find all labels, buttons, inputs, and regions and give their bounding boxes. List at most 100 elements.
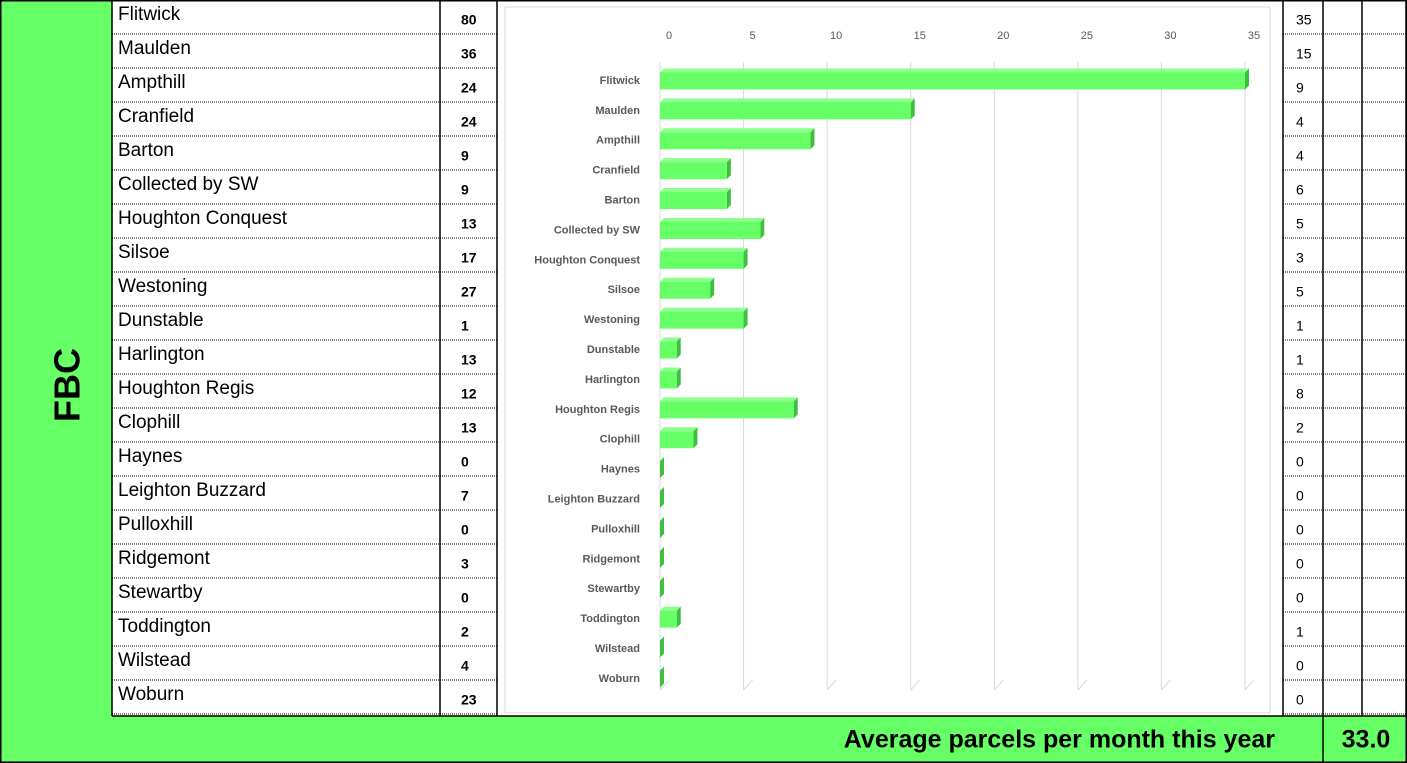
grid-line — [1244, 679, 1255, 691]
bar-side — [743, 247, 748, 269]
grid-line — [1077, 679, 1088, 691]
bar-top — [660, 158, 731, 163]
row-total: 7 — [461, 488, 469, 504]
row-name: Pulloxhill — [118, 514, 193, 535]
x-tick-label: 10 — [830, 30, 842, 42]
row-value: 0 — [1296, 522, 1304, 538]
grid-line — [826, 679, 837, 691]
bar-top — [660, 128, 815, 133]
bar-top — [660, 247, 748, 252]
x-tick-label: 25 — [1081, 30, 1093, 42]
bar-side — [760, 217, 765, 239]
y-tick-label: Cranfield — [592, 165, 640, 177]
row-total: 36 — [461, 46, 477, 62]
row-total: 2 — [461, 624, 469, 640]
bar-side — [660, 636, 664, 658]
bar-top — [660, 307, 748, 312]
y-tick-label: Maulden — [595, 105, 640, 117]
row-total: 1 — [461, 318, 469, 334]
bar-side — [710, 277, 715, 299]
row-name: Clophill — [118, 412, 180, 433]
x-tick-label: 15 — [914, 30, 926, 42]
bar-side — [810, 128, 815, 150]
x-tick-label: 30 — [1164, 30, 1176, 42]
bar-top — [660, 606, 681, 611]
bar — [660, 281, 711, 299]
x-tick-label: 5 — [750, 30, 756, 42]
y-tick-label: Houghton Conquest — [534, 254, 640, 266]
row-name: Barton — [118, 140, 174, 161]
row-total: 3 — [461, 556, 469, 572]
bar-top — [660, 397, 798, 402]
row-value: 3 — [1296, 250, 1304, 266]
bar — [660, 610, 677, 628]
grid-line — [993, 679, 1004, 691]
bar-top — [660, 337, 681, 342]
bar-side — [676, 606, 681, 628]
row-total: 12 — [461, 386, 477, 402]
row-value: 15 — [1296, 46, 1312, 62]
bar — [660, 72, 1245, 90]
bar — [660, 162, 727, 180]
bar-top — [660, 98, 915, 103]
row-total: 17 — [461, 250, 477, 266]
bar — [660, 102, 911, 120]
row-value: 4 — [1296, 148, 1304, 164]
bar-top — [660, 188, 731, 193]
bar-side — [660, 487, 664, 509]
row-value: 0 — [1296, 454, 1304, 470]
y-tick-label: Collected by SW — [554, 224, 641, 236]
row-name: Dunstable — [118, 310, 204, 331]
grid-line — [743, 679, 753, 691]
row-name: Houghton Conquest — [118, 208, 288, 229]
row-name: Silsoe — [118, 242, 170, 263]
bar-side — [660, 666, 664, 688]
row-value: 1 — [1296, 318, 1304, 334]
row-total: 4 — [461, 658, 469, 674]
y-tick-label: Stewartby — [587, 583, 640, 595]
row-total: 13 — [461, 216, 477, 232]
row-value: 0 — [1296, 590, 1304, 606]
footer-value: 33.0 — [1342, 726, 1391, 754]
x-tick-label: 20 — [997, 30, 1009, 42]
bar-side — [1245, 68, 1249, 90]
row-value: 1 — [1296, 624, 1304, 640]
bar-side — [676, 367, 681, 389]
row-total: 23 — [461, 692, 477, 708]
row-total: 13 — [461, 420, 477, 436]
row-name: Flitwick — [118, 4, 181, 25]
row-total: 9 — [461, 182, 469, 198]
bar-side — [660, 546, 664, 568]
bar-side — [793, 397, 798, 419]
bar — [660, 341, 677, 359]
row-value: 0 — [1296, 658, 1304, 674]
y-tick-label: Clophill — [600, 434, 640, 446]
x-tick-label: 35 — [1248, 30, 1260, 42]
bar-top — [660, 367, 681, 372]
row-value: 0 — [1296, 488, 1304, 504]
y-tick-label: Leighton Buzzard — [548, 493, 640, 505]
bar-side — [726, 188, 731, 210]
bar-side — [693, 427, 698, 449]
row-name: Woburn — [118, 684, 184, 705]
row-total: 0 — [461, 590, 469, 606]
y-tick-label: Houghton Regis — [555, 404, 640, 416]
row-total: 9 — [461, 148, 469, 164]
row-name: Harlington — [118, 344, 205, 365]
row-name: Leighton Buzzard — [118, 480, 266, 501]
bar — [660, 431, 694, 449]
footer-row — [112, 716, 1407, 763]
grid-line — [1161, 679, 1171, 691]
bar-side — [910, 98, 915, 120]
row-value: 0 — [1296, 556, 1304, 572]
row-name: Westoning — [118, 276, 207, 297]
y-tick-label: Haynes — [601, 464, 640, 476]
bar — [660, 132, 811, 150]
row-name: Haynes — [118, 446, 182, 467]
bar-top — [660, 217, 765, 222]
grid-line — [659, 679, 670, 691]
bar-side — [660, 576, 664, 598]
bar-top — [660, 277, 715, 282]
bar — [660, 371, 677, 389]
row-value: 0 — [1296, 692, 1304, 708]
